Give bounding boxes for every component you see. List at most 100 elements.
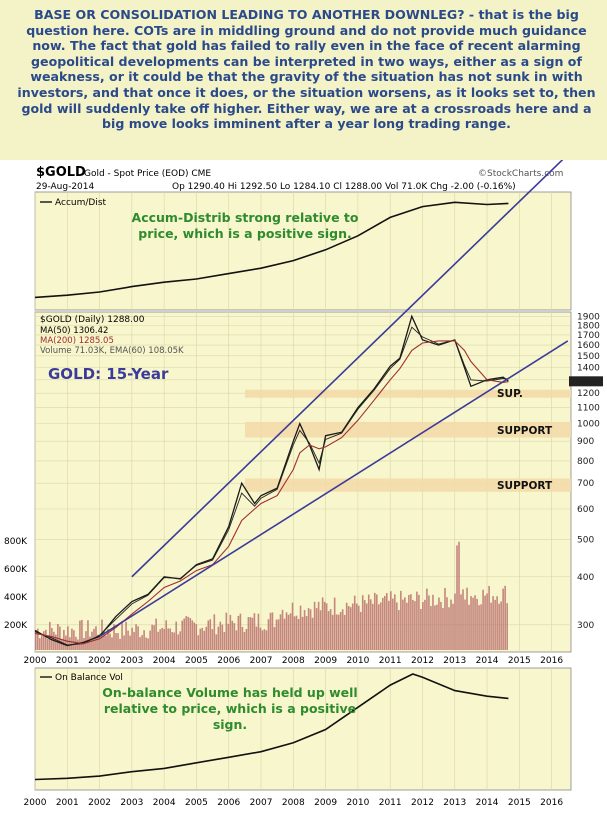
- volume-bar: [199, 628, 202, 650]
- volume-bar: [123, 635, 125, 650]
- volume-bar: [197, 635, 200, 650]
- commentary-text: BASE OR CONSOLIDATION LEADING TO ANOTHER…: [17, 7, 596, 132]
- trendline-0: [99, 340, 569, 638]
- volume-bar: [113, 624, 115, 650]
- volume-bar: [452, 603, 454, 650]
- volume-bar: [151, 624, 153, 650]
- volume-bar: [335, 614, 338, 650]
- volume-bar: [482, 589, 484, 650]
- year-tick-label: 2001: [56, 798, 79, 808]
- year-tick-label: 2013: [443, 798, 466, 808]
- volume-bar: [45, 629, 47, 650]
- legend-ma50: MA(50) 1306.42: [40, 326, 108, 336]
- volume-bar: [225, 612, 228, 650]
- volume-bar: [446, 597, 448, 650]
- volume-bar: [476, 598, 478, 650]
- volume-bar: [355, 603, 358, 650]
- volume-bar: [189, 618, 192, 650]
- volume-bar: [319, 610, 322, 650]
- volume-bar: [231, 620, 234, 650]
- volume-bar: [315, 608, 318, 650]
- volume-bar: [71, 628, 73, 650]
- volume-bar: [43, 631, 45, 650]
- volume-bar: [147, 638, 149, 650]
- volume-bar: [309, 609, 312, 650]
- year-tick-label: 2008: [282, 798, 305, 808]
- series-line-0: [34, 314, 509, 647]
- year-tick-label: 2007: [250, 798, 273, 808]
- volume-bar: [323, 601, 326, 650]
- year-tick-label: 2002: [88, 656, 111, 666]
- volume-bar: [349, 607, 352, 650]
- year-tick-label: 2004: [153, 798, 176, 808]
- volume-bar: [165, 620, 167, 650]
- volume-bar: [81, 619, 83, 650]
- volume-bar: [217, 626, 220, 650]
- price-tick-label: 1100: [577, 404, 600, 414]
- price-tick-label: 400: [577, 573, 594, 583]
- volume-tick-label: 200K: [4, 621, 28, 631]
- trendline-1: [131, 160, 564, 578]
- annotation-line: sign.: [213, 717, 247, 732]
- year-tick-label: 2012: [411, 798, 434, 808]
- year-tick-label: 2006: [217, 798, 240, 808]
- volume-bar: [129, 635, 131, 650]
- year-tick-label: 2009: [314, 798, 337, 808]
- volume-bar: [173, 632, 175, 650]
- ohlc-label: Op 1290.40 Hi 1292.50 Lo 1284.10 Cl 1288…: [172, 182, 516, 192]
- volume-bar: [59, 626, 61, 650]
- volume-bar: [149, 630, 151, 650]
- volume-bar: [432, 594, 434, 650]
- volume-bar: [177, 634, 180, 650]
- volume-bar: [207, 620, 210, 650]
- legend-volume: Volume 71.03K, EMA(60) 108.05K: [40, 346, 184, 356]
- volume-bar: [325, 603, 328, 650]
- volume-bar: [35, 630, 37, 650]
- support-zones: SUP. SUPPORT SUPPORT: [245, 388, 571, 492]
- series-line-2: [34, 340, 509, 645]
- volume-bar: [125, 621, 127, 650]
- volume-bar: [442, 607, 444, 650]
- volume-bar: [209, 619, 212, 650]
- price-series: [34, 314, 603, 647]
- volume-bar: [400, 590, 402, 650]
- volume-bar: [345, 602, 348, 650]
- volume-bar: [337, 614, 340, 650]
- date-label: 29-Aug-2014: [36, 182, 95, 192]
- volume-bar: [289, 613, 292, 650]
- volume-bar: [414, 601, 416, 650]
- description-label: Gold - Spot Price (EOD) CME: [84, 169, 211, 179]
- commentary-box: BASE OR CONSOLIDATION LEADING TO ANOTHER…: [0, 0, 607, 160]
- annotation-line: price, which is a positive sign.: [138, 226, 351, 241]
- year-tick-label: 2001: [56, 656, 79, 666]
- volume-bar: [223, 631, 226, 650]
- volume-bar: [89, 636, 91, 650]
- legend-gold: $GOLD (Daily) 1288.00: [40, 315, 145, 325]
- volume-bar: [379, 602, 382, 650]
- volume-bar: [422, 602, 424, 650]
- volume-bar: [343, 614, 346, 650]
- volume-bar: [347, 605, 350, 650]
- volume-bar: [456, 545, 458, 650]
- support-label: SUP.: [497, 388, 523, 400]
- year-tick-label: 2005: [185, 656, 208, 666]
- volume-bar: [303, 609, 306, 650]
- volume-bar: [392, 598, 394, 650]
- volume-bar: [313, 601, 316, 650]
- volume-bar: [269, 612, 272, 650]
- volume-bar: [119, 638, 121, 650]
- volume-bar: [408, 594, 410, 650]
- time-axis: 2000 2001 2002 2003 2004 2005 2006 2007 2008 2009…: [24, 656, 564, 808]
- volume-bar: [261, 630, 264, 650]
- year-tick-label: 2000: [24, 798, 47, 808]
- price-tick-label: 500: [577, 535, 594, 545]
- volume-bar: [504, 585, 506, 650]
- volume-bar: [293, 616, 296, 650]
- price-tick-label: 900: [577, 437, 594, 447]
- volume-bar: [410, 594, 412, 650]
- volume-bar: [478, 605, 480, 650]
- volume-bar: [233, 623, 236, 650]
- volume-bar: [77, 639, 79, 650]
- volume-bar: [418, 594, 420, 650]
- volume-bar: [327, 611, 330, 650]
